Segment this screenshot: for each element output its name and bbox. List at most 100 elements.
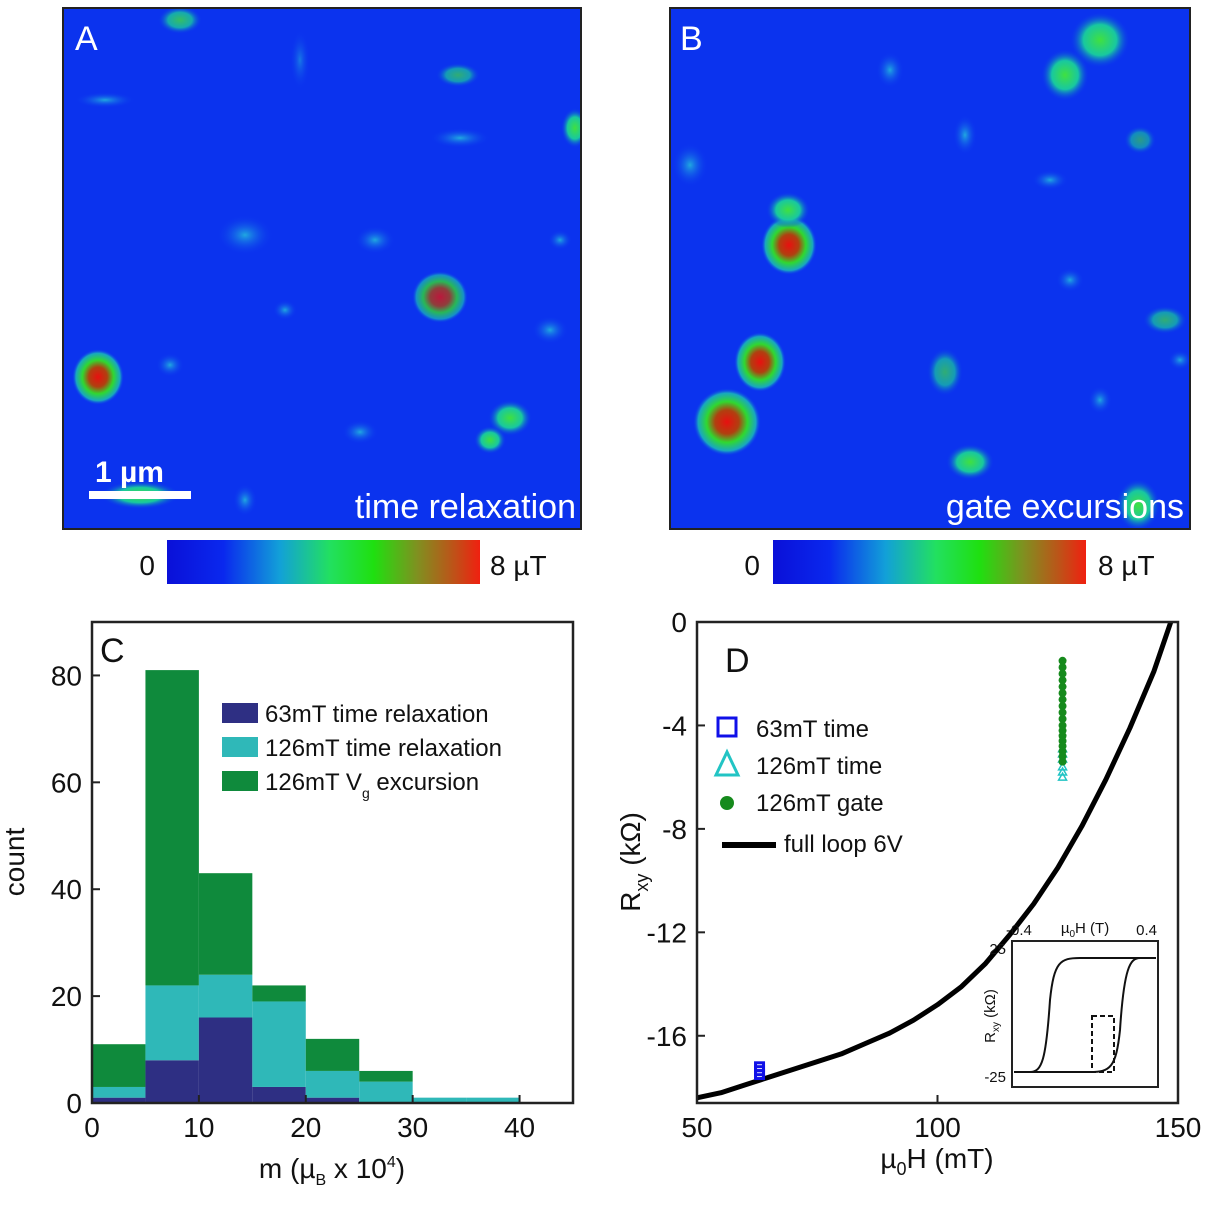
legend-square-marker xyxy=(716,716,738,738)
legend-vg-sub: g xyxy=(362,785,370,801)
panel-a-caption: time relaxation xyxy=(355,488,576,526)
colorbar-b-max: 8 µT xyxy=(1098,550,1155,581)
legend-126mt-time: 126mT time xyxy=(756,753,882,780)
colorbar-a-min: 0 xyxy=(139,550,155,581)
xlabel-sup: 4 xyxy=(387,1154,396,1171)
colorbar-a-gradient xyxy=(167,540,480,584)
inset-ylabel-post: (kΩ) xyxy=(982,989,999,1022)
y-tick-label: 80 xyxy=(51,660,82,691)
x-tick-label: 30 xyxy=(397,1112,428,1143)
rxy-y-label: Rxy (kΩ) xyxy=(615,812,652,912)
legend-vg-main: 126mT V xyxy=(265,769,362,796)
inset-y-tick-bottom: -25 xyxy=(984,1069,1006,1086)
histogram-legend: 63mT time relaxation 126mT time relaxati… xyxy=(222,701,502,801)
x-tick-label: 150 xyxy=(1155,1112,1202,1143)
panel-a-letter: A xyxy=(75,20,98,58)
point-63mt-time xyxy=(754,1069,766,1081)
xlabel-main: m (µ xyxy=(259,1153,316,1184)
xlabel-sub: B xyxy=(315,1172,326,1189)
point-126mt-gate xyxy=(1058,708,1067,717)
inset-x-label: µ0H (T) xyxy=(1061,920,1109,940)
y-tick-label: 40 xyxy=(51,874,82,905)
scale-bar xyxy=(89,491,191,499)
inset-x-tick-left: -0.4 xyxy=(1006,922,1032,939)
inset-loop-right xyxy=(1014,957,1156,1073)
point-126mt-gate xyxy=(1058,702,1067,711)
panel-d-letter: D xyxy=(725,642,750,680)
rxy-x-label: µ0H (mT) xyxy=(880,1143,993,1179)
histogram-ticks: 0 10 20 30 40 0 20 40 60 80 xyxy=(51,660,535,1143)
bar-bin0-series1 xyxy=(92,1086,146,1098)
x-tick-label: 0 xyxy=(84,1112,100,1143)
rxy-points xyxy=(754,656,1068,1081)
histogram-frame xyxy=(90,620,575,1105)
panel-a-map: A 1 µm time relaxation xyxy=(62,7,582,530)
inset-x-tick-right: 0.4 xyxy=(1136,922,1157,939)
inset-frame xyxy=(1011,940,1159,1088)
bar-bin1-series0 xyxy=(145,1060,199,1103)
x-tick-label: 20 xyxy=(290,1112,321,1143)
map-a-background xyxy=(63,8,581,529)
legend-126mt-gate: 126mT gate xyxy=(756,790,884,817)
bar-bin1-series2 xyxy=(145,670,199,986)
point-126mt-time xyxy=(1057,771,1068,781)
bar-bin3-series0 xyxy=(252,1086,306,1103)
point-126mt-gate xyxy=(1058,695,1067,704)
point-126mt-time xyxy=(1057,761,1068,771)
map-a-spots xyxy=(72,8,581,516)
x-tick-label: 100 xyxy=(914,1112,961,1143)
legend-triangle-marker xyxy=(713,748,741,777)
histogram-y-label: count xyxy=(0,828,30,897)
map-b-frame xyxy=(669,7,1191,530)
bar-bin6-series1 xyxy=(412,1097,467,1103)
inset-ylabel-sub: xy xyxy=(991,1022,1002,1032)
xlabel-d-sub: 0 xyxy=(897,1159,907,1179)
xlabel-d-pre: µ xyxy=(880,1143,896,1174)
bar-bin2-series1 xyxy=(198,974,253,1018)
legend-63mt-time: 63mT time xyxy=(756,716,869,743)
point-126mt-gate xyxy=(1058,656,1067,665)
panel-b-letter: B xyxy=(680,20,703,58)
panel-b-caption: gate excursions xyxy=(946,488,1184,526)
rxy-ticks: 50 100 150 0 -4 -8 -12 -16 xyxy=(647,607,1202,1143)
panel-d-rxy-plot: 50 100 150 0 -4 -8 -12 -16 D 63mT time 126mT ti… xyxy=(615,607,1201,1179)
panel-c-histogram: 0 10 20 30 40 0 20 40 60 80 C 63mT time relaxatio… xyxy=(0,620,575,1189)
map-b-spots xyxy=(672,12,1190,529)
histogram-bars xyxy=(92,670,520,1103)
y-tick-label: 60 xyxy=(51,767,82,798)
y-tick-label: 20 xyxy=(51,981,82,1012)
legend-swatch-126mt-vg xyxy=(222,771,258,791)
y-tick-label: -12 xyxy=(647,917,687,948)
legend-full-loop: full loop 6V xyxy=(784,831,903,858)
xlabel-d-post: H (mT) xyxy=(907,1143,994,1174)
colorbar-a-max: 8 µT xyxy=(490,550,547,581)
ylabel-sub: xy xyxy=(632,874,652,892)
inset-xlabel-sub: 0 xyxy=(1069,929,1075,940)
histogram-x-label: m (µB x 104) xyxy=(259,1153,405,1189)
point-126mt-gate xyxy=(1058,676,1067,685)
x-tick-label: 10 xyxy=(183,1112,214,1143)
xlabel-tail: x 10 xyxy=(326,1153,387,1184)
point-126mt-gate xyxy=(1058,714,1067,723)
point-126mt-gate xyxy=(1058,682,1067,691)
point-126mt-gate xyxy=(1058,757,1067,766)
x-tick-label: 40 xyxy=(504,1112,535,1143)
inset-y-label: Rxy (kΩ) xyxy=(982,989,1002,1043)
bar-bin2-series0 xyxy=(198,1017,253,1103)
scale-bar-label: 1 µm xyxy=(95,456,164,489)
y-tick-label: -8 xyxy=(662,814,687,845)
panel-c-letter: C xyxy=(100,632,125,670)
colorbar-b-gradient xyxy=(773,540,1086,584)
bar-bin0-series2 xyxy=(92,1044,146,1087)
bar-bin3-series1 xyxy=(252,1001,306,1087)
legend-label-63mt-time: 63mT time relaxation xyxy=(265,701,489,728)
bar-bin5-series1 xyxy=(359,1081,413,1103)
inset-loop-left xyxy=(1014,957,1156,1073)
legend-label-126mt-time: 126mT time relaxation xyxy=(265,735,502,762)
hysteresis-inset: -0.4 0.4 µ0H (T) 25 -25 Rxy (kΩ) xyxy=(982,920,1159,1088)
full-loop-curve xyxy=(696,621,1174,1101)
y-tick-label: -4 xyxy=(662,710,687,741)
map-a-frame xyxy=(62,7,582,530)
colorbar-a: 0 8 µT xyxy=(139,540,547,584)
y-tick-label: 0 xyxy=(671,607,687,638)
